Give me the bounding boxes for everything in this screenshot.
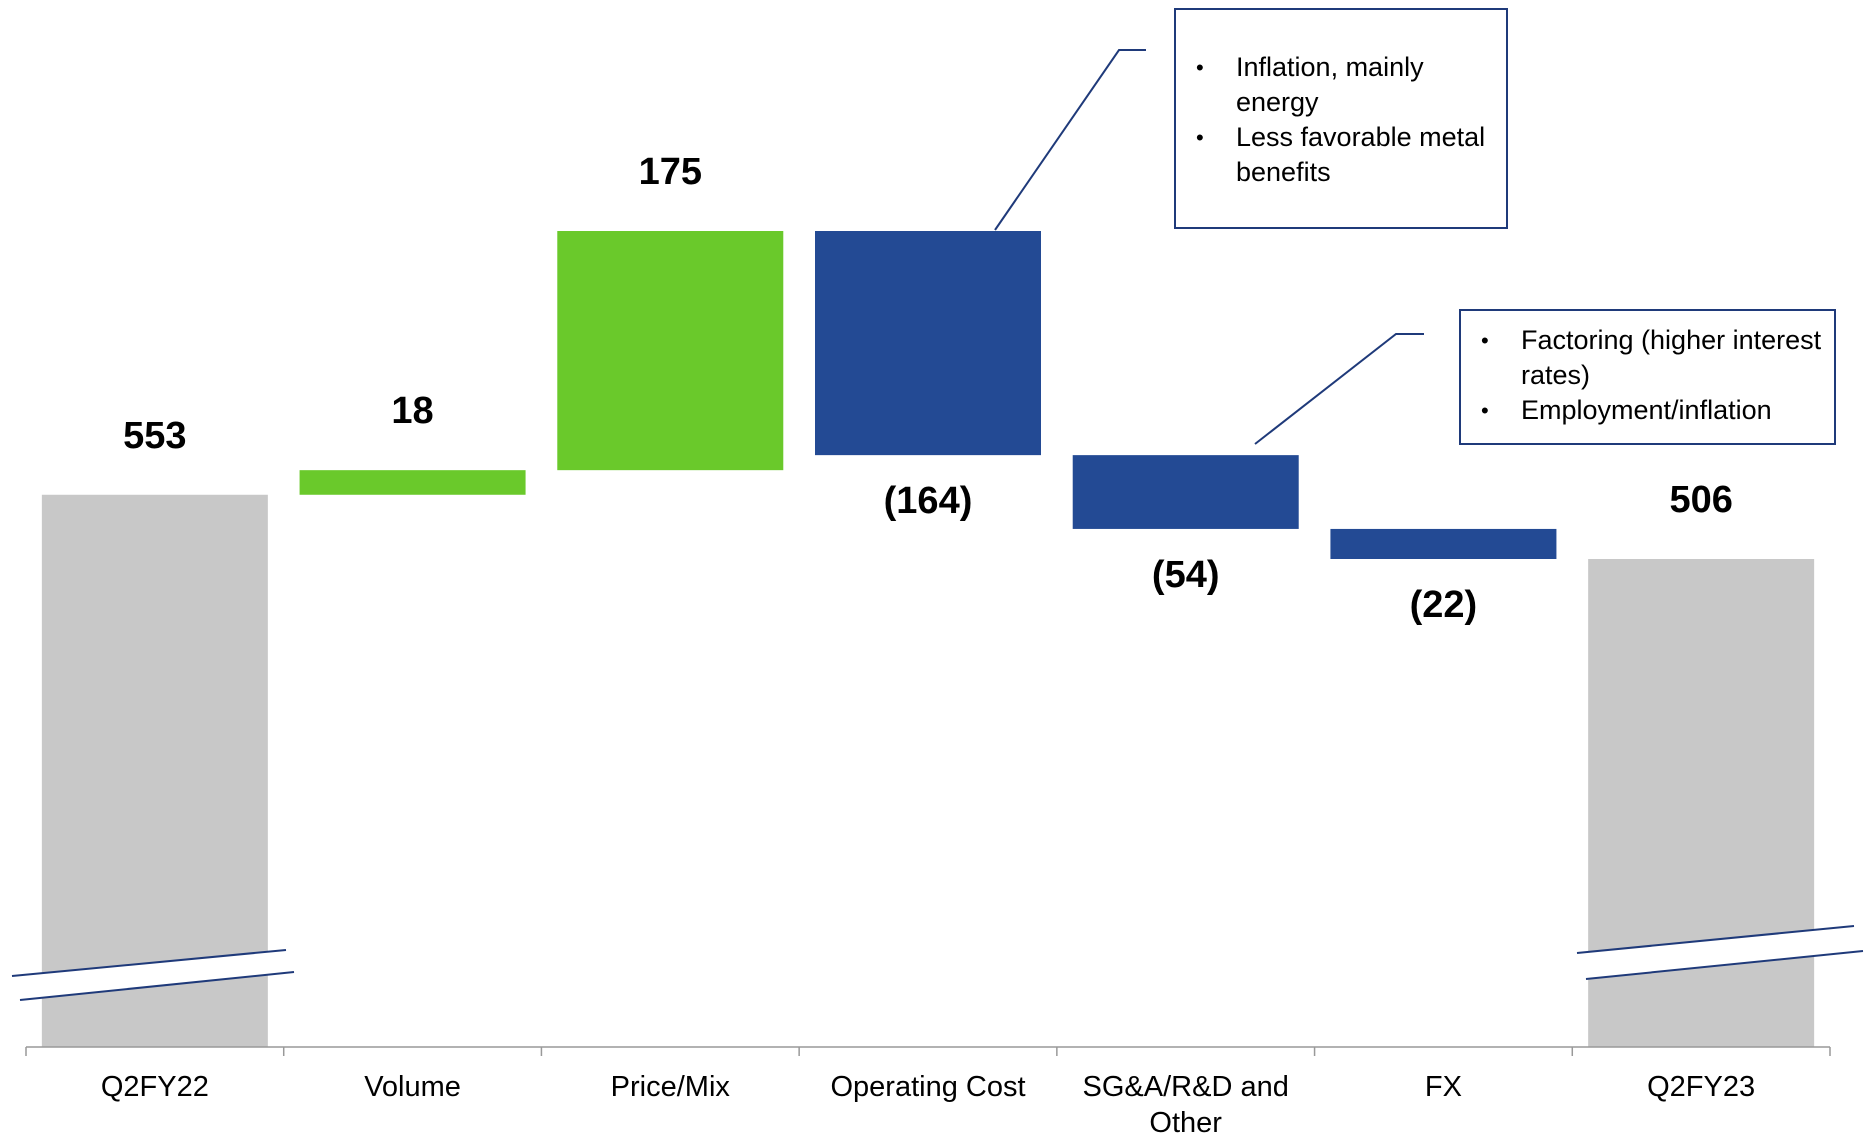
bullet: Employment/inflation — [1461, 393, 1824, 428]
bar — [557, 231, 784, 471]
axis-break — [1577, 926, 1863, 979]
x-tick-label: Operating Cost — [830, 1071, 1026, 1103]
value-label: (22) — [1410, 584, 1478, 626]
value-label: (164) — [884, 480, 973, 522]
axis-break-line — [11, 949, 287, 977]
x-tick-label: SG&A/R&D and Other — [1082, 1071, 1289, 1139]
value-label: (54) — [1152, 554, 1220, 596]
bar — [1072, 455, 1299, 529]
bullet: Less favorable metal benefits — [1176, 120, 1496, 190]
x-tick-label: FX — [1424, 1071, 1462, 1103]
bullet-list: Factoring (higher interest rates)Employm… — [1461, 323, 1824, 428]
x-tick-label: Q2FY23 — [1647, 1071, 1756, 1103]
value-label: 506 — [1669, 479, 1732, 521]
axis-break-line — [1576, 925, 1855, 954]
value-label: 18 — [391, 390, 433, 432]
leader-line — [1254, 333, 1424, 445]
axis-break — [12, 950, 294, 1000]
axis-break-line — [19, 971, 295, 1001]
x-tick-label: Q2FY22 — [100, 1071, 209, 1103]
x-tick-label: Price/Mix — [610, 1071, 730, 1103]
x-tick-label: Volume — [364, 1071, 461, 1103]
bar — [815, 231, 1041, 456]
bullet: Inflation, mainly energy — [1176, 50, 1496, 120]
value-label: 553 — [123, 415, 186, 457]
bullet-list: Inflation, mainly energyLess favorable m… — [1176, 50, 1496, 190]
bar — [1330, 528, 1557, 559]
axis-break-line — [1585, 950, 1864, 980]
leader-line — [994, 49, 1146, 231]
value-label: 175 — [639, 151, 702, 193]
annotation-box: Factoring (higher interest rates)Employm… — [1459, 309, 1836, 445]
bar — [299, 470, 526, 495]
annotation-box: Inflation, mainly energyLess favorable m… — [1174, 8, 1508, 229]
bullet: Factoring (higher interest rates) — [1461, 323, 1824, 393]
